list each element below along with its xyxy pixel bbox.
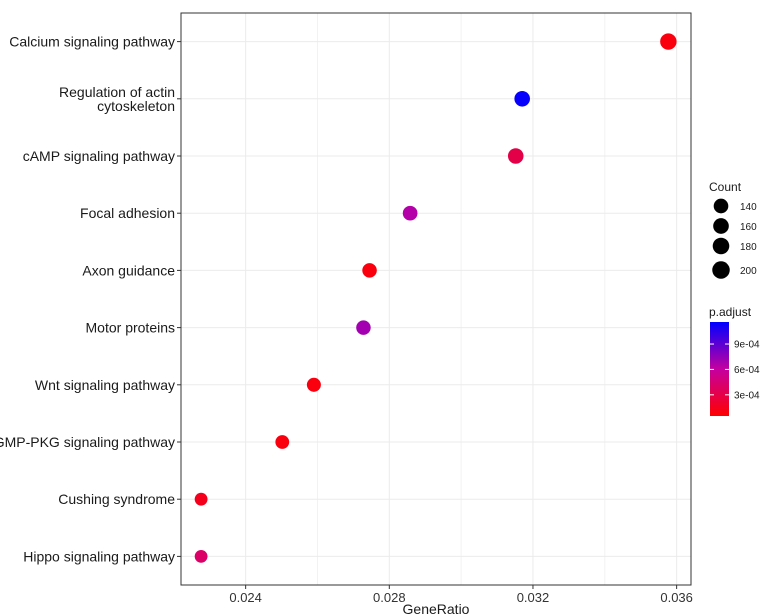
- data-point: [402, 205, 418, 221]
- data-point: [660, 33, 677, 50]
- category-label: Calcium signaling pathway: [9, 34, 175, 50]
- category-label: Motor proteins: [86, 320, 175, 336]
- x-tick-label: 0.032: [517, 590, 550, 605]
- data-point: [194, 492, 208, 506]
- count-legend-label: 140: [740, 202, 757, 213]
- count-legend-key: [712, 237, 730, 255]
- major-gridlines: [181, 13, 691, 585]
- x-tick-label: 0.028: [373, 590, 406, 605]
- category-label: Hippo signaling pathway: [23, 548, 175, 564]
- category-label: Axon guidance: [82, 262, 175, 278]
- colorbar-label: 9e-04: [734, 340, 760, 351]
- data-point: [362, 263, 377, 278]
- data-point: [306, 377, 321, 392]
- category-label: Focal adhesion: [80, 205, 175, 221]
- count-legend-label: 180: [740, 242, 757, 253]
- minor-gridlines: [316, 13, 606, 585]
- x-tick-label: 0.036: [660, 590, 693, 605]
- data-point: [507, 148, 524, 164]
- x-axis: 0.024 0.028 0.032 0.036: [229, 585, 693, 605]
- colorbar-label: 6e-04: [734, 365, 760, 376]
- data-points: [194, 33, 677, 563]
- data-point: [356, 320, 371, 335]
- data-point: [514, 91, 530, 107]
- count-legend-label: 200: [740, 266, 757, 277]
- category-label: Cushing syndrome: [58, 491, 175, 507]
- colorbar-label: 3e-04: [734, 390, 760, 401]
- count-legend-key: [712, 261, 730, 279]
- count-legend-label: 160: [740, 222, 757, 233]
- count-legend: Count 140 160 180 200: [709, 180, 757, 279]
- count-legend-key: [713, 198, 729, 214]
- y-axis: Calcium signaling pathway Regulation of a…: [0, 34, 181, 564]
- data-point: [194, 549, 208, 563]
- plot-panel-border: [180, 12, 692, 586]
- count-legend-title: Count: [709, 180, 742, 194]
- x-tick-label: 0.024: [229, 590, 262, 605]
- category-label: cAMP signaling pathway: [23, 148, 175, 164]
- category-label: Wnt signaling pathway: [35, 377, 175, 393]
- p-adjust-colorbar: [710, 322, 729, 416]
- p-adjust-legend: p.adjust 9e-04 6e-04 3e-04: [709, 305, 760, 416]
- data-point: [275, 435, 290, 449]
- p-adjust-legend-title: p.adjust: [709, 305, 752, 319]
- count-legend-key: [713, 218, 729, 234]
- category-label: cGMP-PKG signaling pathway: [0, 434, 175, 450]
- x-axis-title: GeneRatio: [403, 601, 470, 614]
- category-label: Regulation of actin cytoskeleton: [59, 84, 175, 114]
